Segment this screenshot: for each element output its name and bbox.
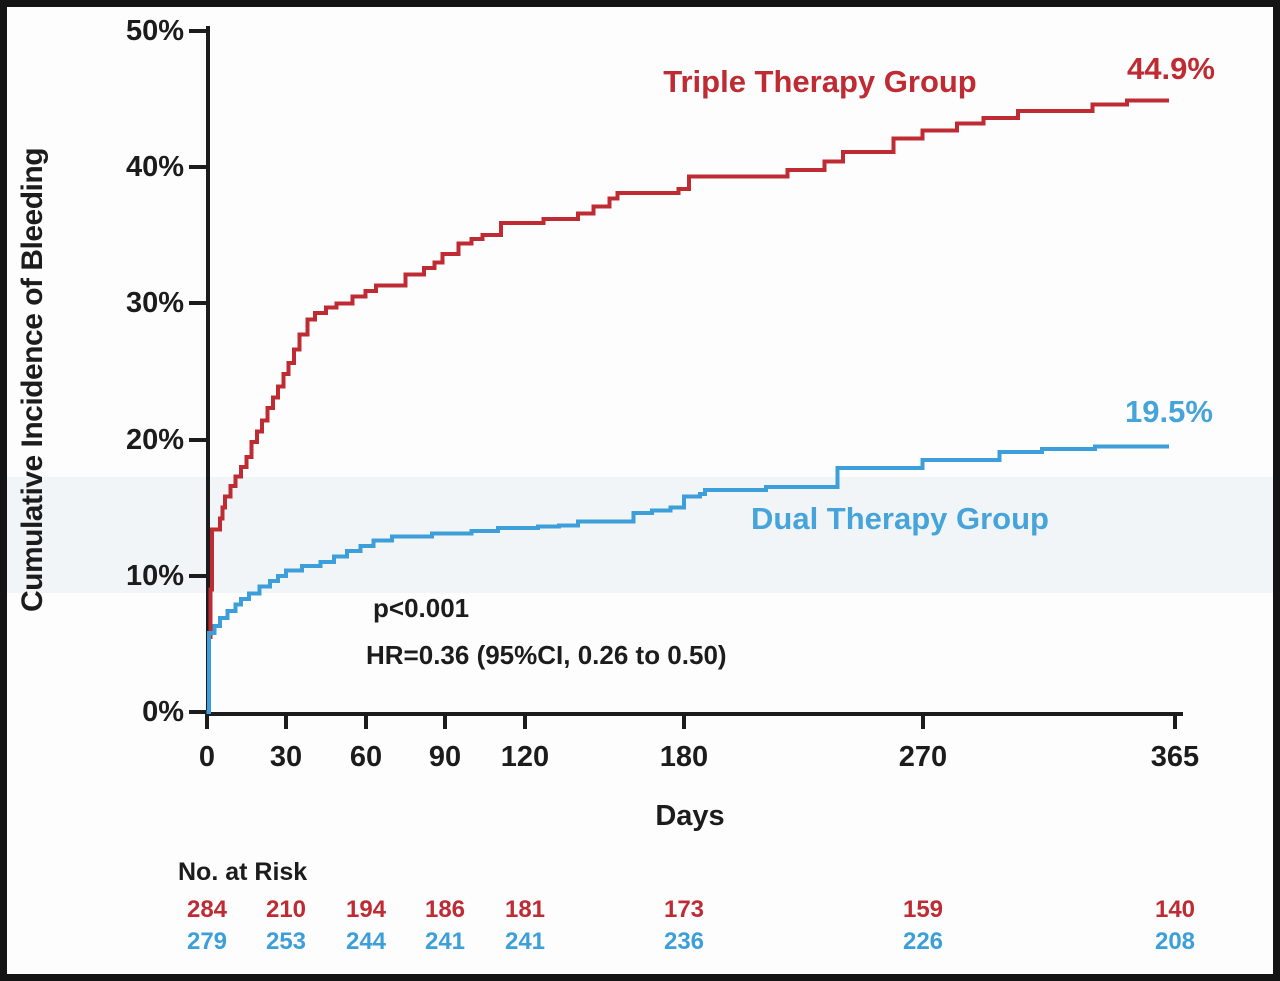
scan-artifact-band: [7, 477, 1273, 593]
x-tick-label: 365: [1150, 741, 1200, 773]
risk-count: 173: [663, 896, 705, 923]
y-tick-label: 50%: [125, 15, 184, 47]
y-tick-mark: [189, 301, 206, 305]
risk-count: 253: [265, 928, 307, 955]
risk-count: 226: [902, 928, 944, 955]
y-tick-mark: [189, 710, 206, 714]
dual-therapy-curve: [206, 444, 1170, 714]
x-tick-mark: [921, 716, 925, 729]
risk-count: 186: [424, 896, 466, 923]
risk-count: 279: [186, 928, 228, 955]
triple-therapy-curve: [206, 98, 1170, 714]
y-tick-mark: [189, 29, 206, 33]
risk-count: 210: [265, 896, 307, 923]
triple-end-value: 44.9%: [1127, 51, 1215, 86]
x-tick-label: 0: [198, 741, 216, 773]
x-tick-label: 90: [428, 741, 462, 773]
risk-count: 241: [504, 928, 546, 955]
risk-count: 194: [345, 896, 387, 923]
risk-count: 159: [902, 896, 944, 923]
x-axis-line: [205, 712, 1183, 716]
x-tick-label: 270: [898, 741, 948, 773]
x-tick-mark: [284, 716, 288, 729]
risk-count: 244: [345, 928, 387, 955]
x-tick-mark: [682, 716, 686, 729]
x-tick-mark: [523, 716, 527, 729]
risk-count: 208: [1154, 928, 1196, 955]
risk-count: 140: [1154, 896, 1196, 923]
y-tick-mark: [189, 574, 206, 578]
y-tick-label: 20%: [125, 424, 184, 456]
x-tick-mark: [205, 716, 209, 729]
x-axis-title: Days: [655, 800, 725, 832]
y-tick-label: 10%: [125, 560, 184, 592]
dual-end-value: 19.5%: [1125, 394, 1213, 429]
triple-therapy-label: Triple Therapy Group: [663, 64, 977, 99]
y-tick-mark: [189, 438, 206, 442]
risk-count: 241: [424, 928, 466, 955]
risk-count: 181: [504, 896, 546, 923]
p-value-annotation: p<0.001: [373, 593, 470, 623]
x-tick-label: 180: [659, 741, 709, 773]
x-tick-label: 120: [500, 741, 550, 773]
risk-count: 236: [663, 928, 705, 955]
x-tick-label: 30: [269, 741, 303, 773]
x-tick-mark: [1173, 716, 1177, 729]
y-tick-label: 0%: [142, 696, 184, 728]
risk-table-title: No. at Risk: [178, 858, 308, 886]
y-axis-title: Cumulative Incidence of Bleeding: [16, 147, 49, 613]
y-axis-line: [206, 26, 210, 716]
y-tick-label: 40%: [125, 151, 184, 183]
y-tick-label: 30%: [125, 287, 184, 319]
hazard-ratio-annotation: HR=0.36 (95%CI, 0.26 to 0.50): [366, 640, 727, 670]
risk-count: 284: [186, 896, 228, 923]
dual-therapy-label: Dual Therapy Group: [751, 501, 1049, 536]
x-tick-mark: [443, 716, 447, 729]
x-tick-label: 60: [349, 741, 383, 773]
x-tick-mark: [364, 716, 368, 729]
y-tick-mark: [189, 165, 206, 169]
